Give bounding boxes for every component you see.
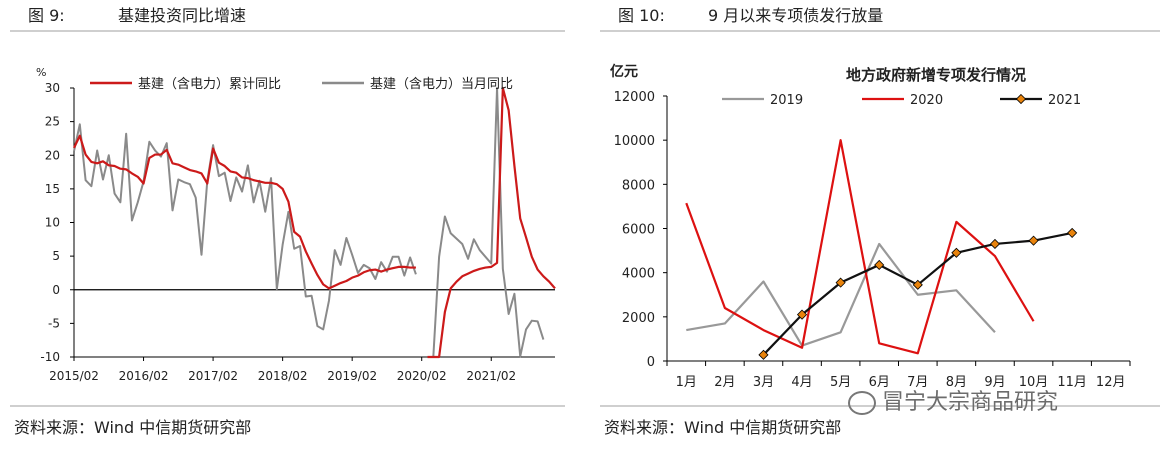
y-tick-label: 0	[647, 355, 655, 370]
data-point-marker	[951, 247, 962, 258]
figure-number: 图 10:	[618, 6, 665, 25]
x-tick-label: 3月	[753, 375, 774, 390]
y-tick-label: 6000	[622, 223, 655, 238]
source-divider	[10, 405, 565, 407]
figure-number: 图 9:	[28, 6, 65, 25]
figure-caption: 图 9: 基建投资同比增速	[28, 2, 246, 26]
x-tick-label: 2015/02	[49, 369, 99, 383]
y-tick-label: 20	[45, 148, 60, 162]
data-point-marker	[796, 309, 808, 320]
figure-panel-left: 图 9: 基建投资同比增速 -10 -5 0 5 10 15 20 25 30% 2015/02 20…	[0, 0, 575, 450]
figure-caption: 图 10: 9 月以来专项债发行放量	[618, 2, 883, 26]
data-point-marker	[989, 238, 1001, 250]
series-line	[73, 134, 416, 290]
legend-label: 基建（含电力）累计同比	[138, 76, 281, 92]
source-note: 资料来源：Wind 中信期货研究部	[14, 418, 252, 437]
series-cumulative-yoy	[73, 86, 556, 359]
x-tick-label: 2021/02	[466, 369, 516, 383]
x-tick-label: 2016/02	[119, 369, 169, 383]
x-tick-label: 2018/02	[258, 369, 308, 383]
watermark: 冒宁大宗商品研究	[848, 384, 1058, 416]
series-2019	[686, 242, 996, 347]
figure-title: 9 月以来专项债发行放量	[708, 6, 884, 25]
series-line	[73, 123, 417, 331]
y-tick-label: 30	[45, 81, 60, 95]
wechat-icon	[848, 391, 876, 415]
y-tick-label: -5	[48, 316, 60, 330]
y-axis-unit: %	[36, 66, 46, 79]
series-monthly-yoy	[73, 87, 545, 358]
y-tick-label: 10000	[614, 134, 655, 149]
x-tick-label: 4月	[791, 375, 812, 390]
y-tick-label: 5	[52, 249, 60, 263]
x-tick-label: 6月	[869, 375, 890, 390]
series-line	[427, 86, 556, 359]
special-bond-issuance-chart: 地方政府新增专项发行情况 亿元 0 2000 4000 6000 8000 10000 1200…	[610, 63, 1131, 390]
x-tick-label: 10月	[1019, 375, 1049, 390]
y-axis-unit: 亿元	[610, 63, 638, 80]
y-tick-label: 8000	[622, 178, 655, 193]
series-2021	[758, 227, 1078, 360]
legend-label: 2021	[1048, 93, 1081, 108]
series-line	[427, 87, 545, 358]
x-tick-label: 12月	[1096, 375, 1126, 390]
watermark-text: 冒宁大宗商品研究	[882, 390, 1059, 415]
y-tick-label: 12000	[614, 90, 655, 105]
data-point-marker	[912, 279, 923, 290]
x-tick-label: 5月	[830, 375, 851, 390]
x-tick-label: 2019/02	[327, 369, 377, 383]
x-tick-label: 2020/02	[397, 369, 447, 383]
infrastructure-growth-chart: -10 -5 0 5 10 15 20 25 30% 2015/02 2016/02 2017/02 2…	[36, 66, 556, 383]
figure-title: 基建投资同比增速	[118, 6, 247, 25]
data-point-marker	[758, 349, 769, 360]
y-tick-label: 25	[45, 115, 60, 129]
x-tick-label: 2017/02	[188, 369, 238, 383]
legend-label: 基建（含电力）当月同比	[370, 76, 513, 92]
x-tick-label: 8月	[946, 375, 967, 390]
data-point-marker	[835, 277, 846, 288]
y-tick-label: 0	[52, 283, 60, 297]
x-tick-label: 1月	[676, 375, 697, 390]
x-tick-label: 7月	[907, 375, 928, 390]
caption-divider	[600, 30, 1160, 32]
figure-panel-right: 图 10: 9 月以来专项债发行放量 地方政府新增专项发行情况 亿元 0 2000 400…	[590, 0, 1170, 450]
y-tick-label: 4000	[622, 267, 655, 282]
series-2020	[685, 139, 1035, 355]
data-point-marker	[874, 259, 885, 271]
source-note: 资料来源：Wind 中信期货研究部	[604, 418, 842, 437]
x-tick-label: 11月	[1057, 375, 1087, 390]
x-tick-label: 9月	[984, 375, 1005, 390]
caption-divider	[10, 30, 565, 32]
source-divider	[600, 405, 1160, 407]
y-tick-label: 2000	[622, 311, 655, 326]
series-line	[685, 139, 1035, 355]
legend-label: 2019	[770, 93, 803, 108]
series-line	[686, 242, 996, 347]
x-tick-label: 2月	[714, 375, 735, 390]
y-tick-label: 10	[45, 216, 60, 230]
y-tick-label: -10	[40, 350, 60, 364]
data-point-marker	[1067, 227, 1078, 238]
data-point-marker	[1028, 235, 1039, 246]
legend-label: 2020	[910, 93, 943, 108]
legend-marker	[1015, 93, 1027, 105]
chart-title: 地方政府新增专项发行情况	[846, 66, 1026, 84]
y-tick-label: 15	[45, 182, 60, 196]
